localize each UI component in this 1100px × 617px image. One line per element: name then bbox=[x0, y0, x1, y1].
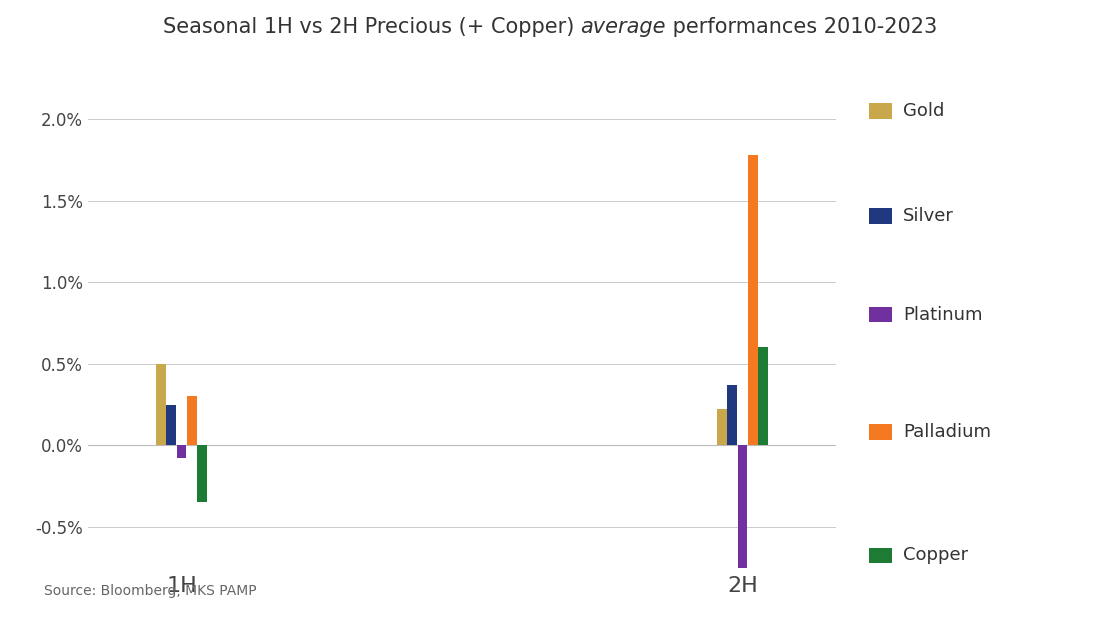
Bar bbox=[758, 347, 768, 445]
Bar bbox=[166, 405, 176, 445]
Text: Platinum: Platinum bbox=[903, 305, 982, 324]
Text: 2H: 2H bbox=[727, 576, 758, 596]
Bar bbox=[177, 445, 186, 458]
Bar bbox=[748, 155, 758, 445]
Text: average: average bbox=[581, 17, 667, 37]
Bar bbox=[187, 396, 197, 445]
Text: performances 2010-2023: performances 2010-2023 bbox=[667, 17, 937, 37]
Text: Palladium: Palladium bbox=[903, 423, 991, 441]
Bar bbox=[197, 445, 207, 502]
Text: Source: Bloomberg, MKS PAMP: Source: Bloomberg, MKS PAMP bbox=[44, 584, 256, 598]
Bar bbox=[738, 445, 747, 576]
Bar bbox=[727, 385, 737, 445]
Text: Seasonal 1H vs 2H Precious (+ Copper): Seasonal 1H vs 2H Precious (+ Copper) bbox=[163, 17, 581, 37]
Text: 1H: 1H bbox=[166, 576, 197, 596]
Text: Gold: Gold bbox=[903, 102, 945, 120]
Bar bbox=[156, 363, 166, 445]
Text: Copper: Copper bbox=[903, 546, 968, 565]
Bar bbox=[717, 410, 727, 445]
Text: Silver: Silver bbox=[903, 207, 954, 225]
